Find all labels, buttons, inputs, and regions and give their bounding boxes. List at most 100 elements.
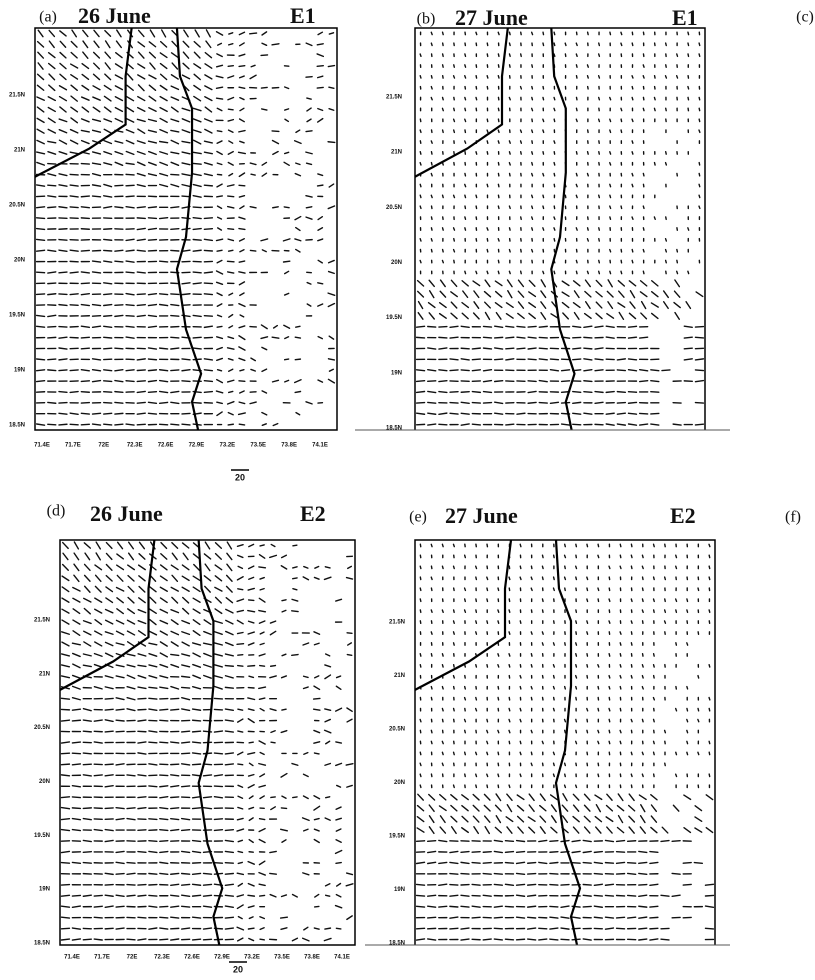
wind-vector [228,152,233,155]
wind-vector [576,643,577,645]
wind-vector [347,655,351,656]
wind-vector [598,774,599,776]
wind-vector [632,217,633,219]
wind-vector [585,827,590,833]
wind-vector [461,392,469,393]
wind-vector [238,851,242,852]
wind-vector [228,348,234,349]
wind-vector [687,610,688,612]
wind-vector [204,316,212,317]
wind-vector [239,217,245,219]
wind-vector [94,906,102,907]
wind-vector [127,675,134,678]
wind-vector [139,30,144,36]
wind-vector [642,719,643,721]
wind-vector [632,97,633,99]
wind-vector [552,816,557,823]
wind-vector [576,65,577,67]
wind-vector [126,294,134,295]
wind-vector [182,928,190,929]
wind-vector [105,709,113,710]
x-tick-label: 72.6E [158,443,174,449]
wind-vector [239,196,244,197]
wind-vector [688,43,689,45]
wind-vector [204,653,211,656]
wind-vector [519,280,524,286]
wind-vector [137,424,145,425]
wind-vector [498,271,499,273]
wind-vector [105,786,113,787]
wind-vector [651,795,657,800]
wind-vector [171,130,179,132]
wind-vector [587,588,588,590]
wind-vector [93,305,101,306]
wind-vector [487,184,488,186]
wind-vector [228,109,233,110]
wind-vector [454,566,455,568]
wind-vector [610,119,611,121]
wind-vector [293,895,298,897]
wind-vector [505,939,513,940]
wind-vector [137,228,145,229]
wind-vector [260,589,264,590]
wind-vector [532,97,533,99]
wind-vector [81,207,89,208]
wind-vector [531,632,532,634]
wind-vector [116,874,124,875]
panel: (f) [785,509,801,526]
wind-vector [94,30,99,36]
wind-vector [49,30,54,36]
wind-vector [639,928,647,929]
wind-vector [509,43,510,45]
wind-vector [428,841,436,842]
wind-vector [115,261,123,262]
wind-vector [465,599,466,601]
wind-vector [138,162,145,165]
wind-vector [474,827,478,834]
wind-vector [576,260,577,262]
wind-vector [138,108,145,112]
wind-vector [182,764,190,765]
wind-vector [214,753,222,754]
wind-vector [574,291,579,298]
wind-vector [337,785,341,787]
wind-vector [217,131,221,132]
wind-vector [182,687,190,688]
wind-vector [116,928,124,929]
wind-vector [193,797,201,798]
panel-experiment: E1 [672,5,698,30]
wind-vector [498,141,499,143]
wind-vector [631,774,632,776]
wind-vector [116,698,124,700]
wind-vector [239,272,245,273]
wind-vector [462,806,468,811]
wind-vector [72,906,80,907]
wind-vector [587,730,588,732]
wind-vector [595,817,601,822]
wind-vector [182,742,190,743]
wind-vector [462,313,468,318]
wind-vector [149,96,156,101]
wind-vector [325,818,330,820]
wind-vector [688,87,689,89]
wind-vector [576,741,577,743]
wind-vector [496,816,500,823]
wind-vector [709,741,710,743]
wind-vector [576,152,577,154]
wind-vector [237,818,243,819]
wind-vector [687,599,688,601]
wind-vector [450,403,458,404]
wind-vector [684,337,692,338]
wind-vector [204,294,212,295]
wind-vector [171,884,179,885]
wind-vector [62,642,69,646]
wind-vector [96,542,100,549]
wind-vector [171,819,179,820]
wind-vector [641,281,647,286]
wind-vector [699,195,700,197]
wind-vector [282,840,286,842]
wind-vector [106,564,112,570]
wind-vector [487,250,488,252]
wind-vector [454,130,455,132]
wind-vector [126,326,134,327]
